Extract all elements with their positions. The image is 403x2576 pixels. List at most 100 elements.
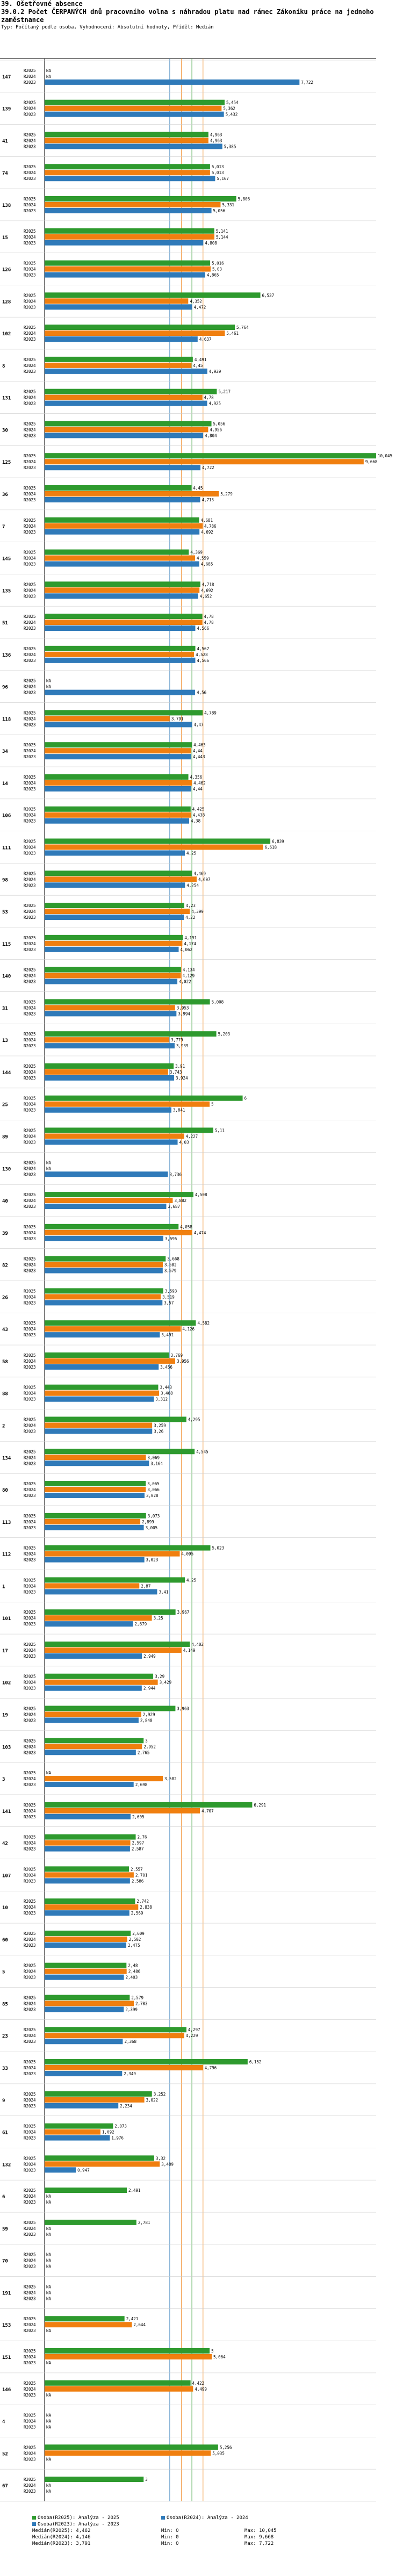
group-label: 132 bbox=[2, 2162, 11, 2168]
series-label: R2024 bbox=[24, 2419, 36, 2424]
bar bbox=[45, 1460, 149, 1466]
series-label: R2023 bbox=[24, 819, 36, 824]
bar-value-label: 4,865 bbox=[207, 273, 219, 278]
bar bbox=[45, 2123, 113, 2129]
bar bbox=[45, 1545, 211, 1551]
group-label: 40 bbox=[2, 1199, 8, 1204]
series-label: R2025 bbox=[24, 999, 36, 1004]
bar bbox=[45, 1589, 157, 1595]
series-label: R2024 bbox=[24, 1776, 36, 1781]
series-label: R2025 bbox=[24, 1481, 36, 1486]
bar bbox=[45, 2316, 125, 2322]
bar-value-label: 4,25 bbox=[186, 851, 196, 856]
bar bbox=[45, 105, 222, 111]
series-label: R2024 bbox=[24, 749, 36, 753]
bar-value-label: 4,438 bbox=[193, 813, 205, 818]
series-label: R2025 bbox=[24, 100, 36, 105]
bar bbox=[45, 485, 192, 491]
bar-value-label: 4,528 bbox=[196, 652, 208, 657]
legend-entry: Max: 9,668 bbox=[244, 2534, 274, 2541]
bar bbox=[45, 1898, 135, 1904]
bar-value-label: 4,56 bbox=[197, 690, 207, 695]
series-label: R2023 bbox=[24, 2361, 36, 2365]
bar-value-label: 5,461 bbox=[226, 331, 239, 336]
bar bbox=[45, 2380, 191, 2386]
series-label: R2025 bbox=[24, 1096, 36, 1101]
bar-value-label: 3,005 bbox=[146, 1526, 158, 1530]
bar-value-label: 5 bbox=[211, 1102, 214, 1107]
bar bbox=[45, 2477, 144, 2483]
series-label: R2025 bbox=[24, 2413, 36, 2418]
bar-value-label: 2,48 bbox=[128, 1963, 138, 1968]
bar-value-label: 3,073 bbox=[148, 1514, 160, 1519]
bar-value-label: 5,064 bbox=[213, 2355, 226, 2359]
bar bbox=[45, 143, 222, 149]
group-label: 89 bbox=[2, 1135, 8, 1140]
bar bbox=[45, 806, 191, 812]
series-label: R2025 bbox=[24, 1385, 36, 1390]
bar-value-label: 3,028 bbox=[146, 1493, 159, 1498]
series-label: R2023 bbox=[24, 2296, 36, 2301]
group-label: 2 bbox=[2, 1423, 5, 1429]
bar-value-label: 2,597 bbox=[132, 1841, 145, 1846]
bar bbox=[45, 1641, 190, 1647]
bar-value-label: 4,356 bbox=[190, 775, 203, 780]
group-label: 74 bbox=[2, 171, 8, 176]
group-label: 125 bbox=[2, 460, 11, 465]
bar bbox=[45, 1583, 140, 1589]
bar-value-label: 2,703 bbox=[135, 2001, 148, 2006]
group-label: 107 bbox=[2, 1873, 11, 1879]
legend-entry: Medián(R2024): 4,146 bbox=[32, 2534, 90, 2541]
bar-value-label: 4,443 bbox=[193, 754, 205, 759]
group-label: 191 bbox=[2, 2291, 11, 2296]
series-label: R2023 bbox=[24, 2071, 36, 2076]
bar-value-label: 4,808 bbox=[205, 241, 217, 246]
series-label: R2024 bbox=[24, 813, 36, 818]
series-label: R2025 bbox=[24, 2253, 36, 2257]
bar-value-label: 4,227 bbox=[186, 1134, 198, 1139]
bar bbox=[45, 915, 184, 920]
group-label: 9 bbox=[2, 2098, 5, 2104]
bar-value-label: 4,559 bbox=[197, 556, 209, 561]
series-label: R2024 bbox=[24, 267, 36, 272]
series-label: R2024 bbox=[24, 877, 36, 882]
bar-value-label: 5,217 bbox=[218, 390, 231, 394]
series-label: R2025 bbox=[24, 2381, 36, 2386]
bar bbox=[45, 1133, 184, 1139]
bar-value-label: 3,259 bbox=[154, 1423, 166, 1428]
bar-value-label: 3,443 bbox=[160, 1385, 172, 1390]
bar-value-label: 5,056 bbox=[213, 421, 226, 426]
group-label: 23 bbox=[2, 2034, 8, 2039]
bar-value-label: 0,947 bbox=[77, 2168, 90, 2172]
bar-value-label: 4,129 bbox=[183, 974, 195, 978]
bar-value-label: 3,252 bbox=[154, 2092, 166, 2097]
group-label: 13 bbox=[2, 1038, 8, 1044]
bar bbox=[45, 240, 204, 246]
bar bbox=[45, 1679, 158, 1685]
series-label: R2024 bbox=[24, 2226, 36, 2231]
series-label: R2023 bbox=[24, 2489, 36, 2494]
bar-value-label: 3,491 bbox=[161, 1333, 174, 1337]
na-label: NA bbox=[46, 2489, 52, 2494]
group-label: 118 bbox=[2, 717, 11, 722]
bar-value-label: 2,944 bbox=[143, 1686, 156, 1691]
series-label: R2025 bbox=[24, 1803, 36, 1808]
series-label: R2025 bbox=[24, 1642, 36, 1647]
bar-value-label: 3,022 bbox=[146, 2098, 159, 2103]
bar-value-label: 4,425 bbox=[192, 807, 205, 812]
bar-value-label: 3,687 bbox=[168, 1204, 180, 1209]
bar bbox=[45, 999, 210, 1005]
bar bbox=[45, 1224, 179, 1229]
series-label: R2025 bbox=[24, 710, 36, 715]
bar bbox=[45, 561, 199, 567]
bar bbox=[45, 1519, 141, 1524]
bar-value-label: 5,11 bbox=[215, 1128, 225, 1133]
na-label: NA bbox=[46, 2296, 52, 2301]
bar-value-label: 5,454 bbox=[226, 100, 239, 105]
group-label: 130 bbox=[2, 1167, 11, 1172]
group-label: 145 bbox=[2, 557, 11, 562]
bar-value-label: 3,456 bbox=[160, 1365, 172, 1370]
bar-value-label: 3,882 bbox=[174, 1198, 186, 1203]
na-label: NA bbox=[46, 2328, 52, 2333]
bar-value-label: 5,035 bbox=[212, 2451, 225, 2456]
